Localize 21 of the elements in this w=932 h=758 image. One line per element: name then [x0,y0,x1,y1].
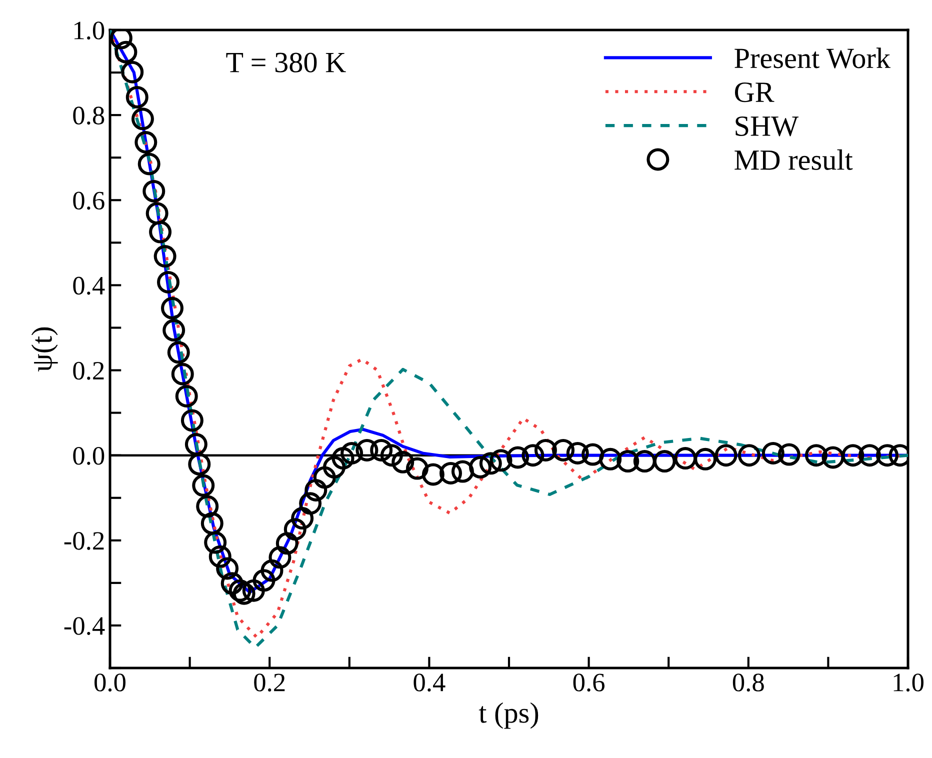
x-axis-title: t (ps) [478,702,538,729]
legend-label: SHW [736,116,799,136]
legend-label: MD result [734,149,853,170]
x-tick-label: 0.4 [414,674,446,692]
x-tick-label: 0.2 [254,674,285,692]
y-tick-label: -0.2 [64,532,104,550]
x-tick-label: 1.0 [894,674,924,692]
legend-label: GR [734,82,774,102]
x-tick-label: 0.8 [732,674,764,692]
y-tick-label: 0.0 [73,446,104,465]
legend-label: Present Work [734,48,890,68]
y-tick-label: 0.4 [73,276,105,295]
y-tick-label: 0.6 [73,192,104,210]
y-tick-label: 0.8 [73,106,104,125]
y-tick-label: 1.0 [74,22,104,40]
x-tick-label: 0.6 [573,674,605,692]
y-axis-title: ψ(t) [31,327,58,372]
y-tick-label: 0.2 [73,362,104,380]
x-tick-label: 0.0 [94,674,126,692]
annotation: T = 380 K [226,52,346,72]
y-tick-label: -0.4 [64,617,105,635]
